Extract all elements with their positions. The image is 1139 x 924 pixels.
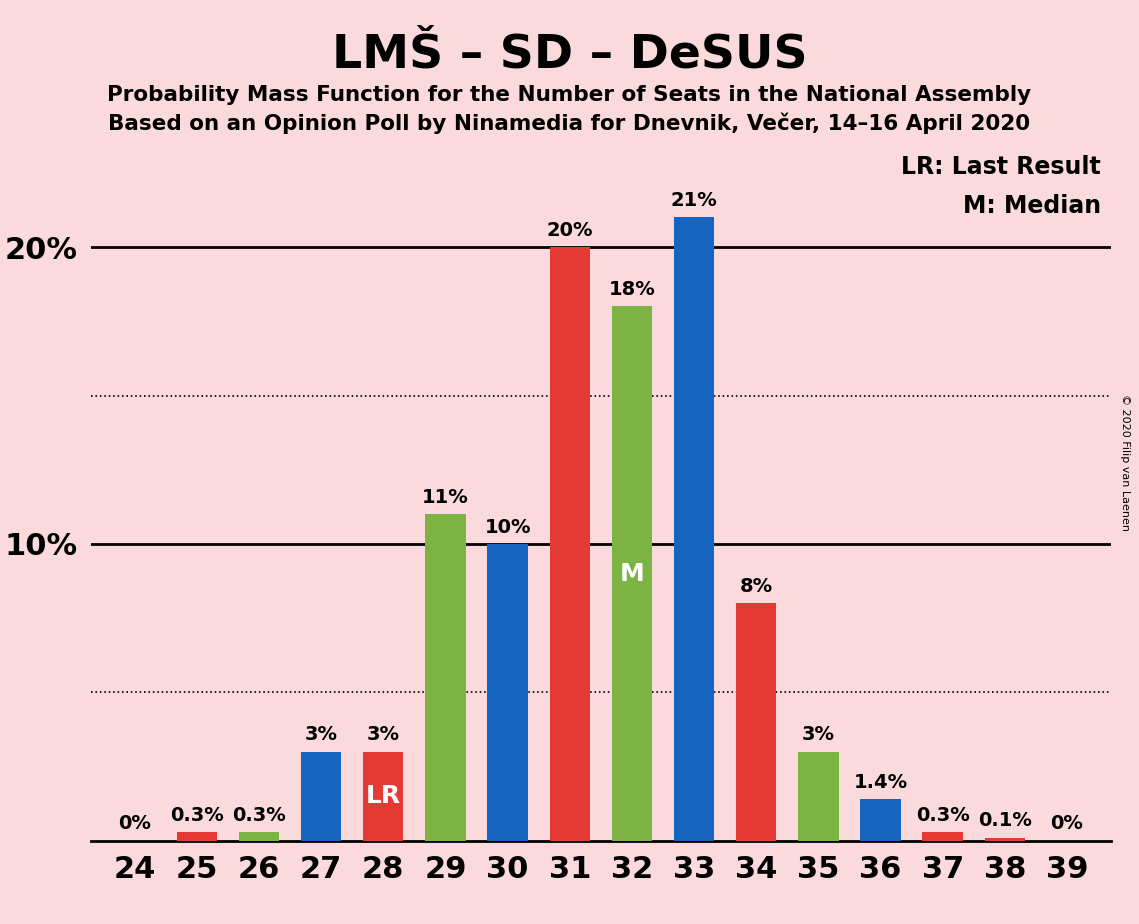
Text: 0%: 0% bbox=[118, 814, 151, 833]
Text: LR: LR bbox=[366, 784, 401, 808]
Text: M: M bbox=[620, 562, 645, 586]
Text: 0.3%: 0.3% bbox=[916, 806, 969, 824]
Bar bbox=[549, 247, 590, 841]
Bar bbox=[984, 838, 1025, 841]
Text: 21%: 21% bbox=[671, 191, 718, 210]
Bar bbox=[177, 832, 218, 841]
Text: M: Median: M: Median bbox=[964, 194, 1101, 218]
Text: 3%: 3% bbox=[802, 725, 835, 745]
Bar bbox=[425, 515, 466, 841]
Text: 0%: 0% bbox=[1050, 814, 1083, 833]
Text: Based on an Opinion Poll by Ninamedia for Dnevnik, Večer, 14–16 April 2020: Based on an Opinion Poll by Ninamedia fo… bbox=[108, 113, 1031, 134]
Bar bbox=[301, 752, 342, 841]
Bar bbox=[798, 752, 838, 841]
Text: 11%: 11% bbox=[423, 488, 469, 507]
Bar bbox=[860, 799, 901, 841]
Bar bbox=[487, 544, 527, 841]
Text: 18%: 18% bbox=[608, 280, 655, 299]
Bar bbox=[736, 603, 777, 841]
Bar bbox=[923, 832, 962, 841]
Text: © 2020 Filip van Laenen: © 2020 Filip van Laenen bbox=[1120, 394, 1130, 530]
Text: 20%: 20% bbox=[547, 221, 593, 239]
Text: 0.3%: 0.3% bbox=[170, 806, 223, 824]
Text: 3%: 3% bbox=[367, 725, 400, 745]
Text: 0.3%: 0.3% bbox=[232, 806, 286, 824]
Bar bbox=[612, 307, 653, 841]
Text: 10%: 10% bbox=[484, 517, 531, 537]
Text: LR: Last Result: LR: Last Result bbox=[901, 155, 1101, 179]
Text: Probability Mass Function for the Number of Seats in the National Assembly: Probability Mass Function for the Number… bbox=[107, 85, 1032, 105]
Text: 1.4%: 1.4% bbox=[853, 772, 908, 792]
Bar bbox=[674, 217, 714, 841]
Bar bbox=[363, 752, 403, 841]
Text: 0.1%: 0.1% bbox=[978, 811, 1032, 831]
Text: LMŠ – SD – DeSUS: LMŠ – SD – DeSUS bbox=[331, 32, 808, 78]
Text: 3%: 3% bbox=[304, 725, 337, 745]
Text: 8%: 8% bbox=[739, 577, 772, 596]
Bar bbox=[239, 832, 279, 841]
